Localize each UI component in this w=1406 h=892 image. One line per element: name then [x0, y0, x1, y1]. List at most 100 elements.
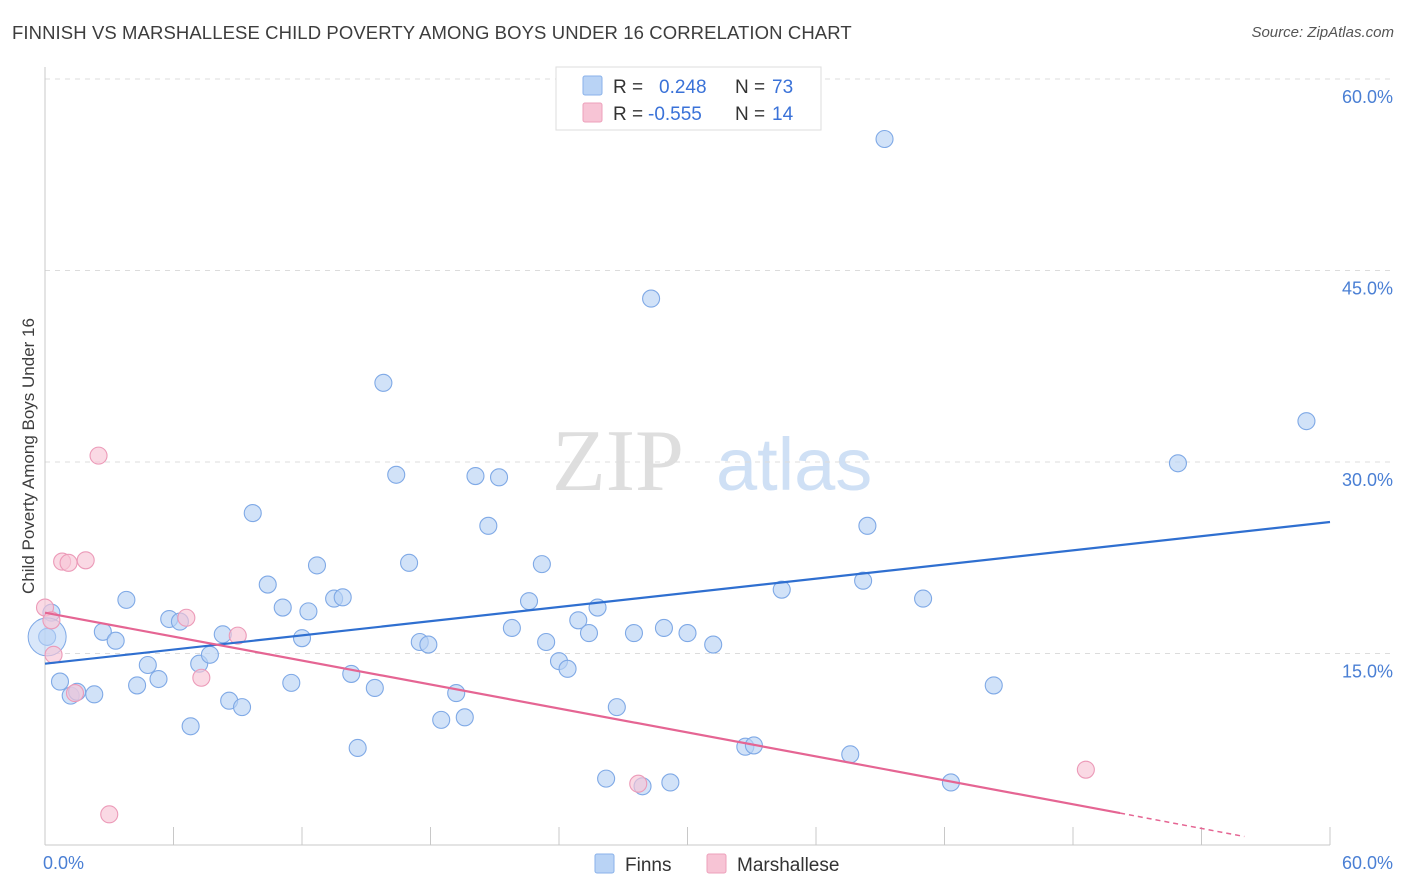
legend-n-value-marshallese: 14	[772, 104, 794, 125]
gridlines	[45, 78, 1392, 654]
marshallese-trend-extension	[1119, 812, 1245, 838]
marshallese-point	[76, 551, 95, 570]
finns-point	[307, 556, 327, 575]
finns-point	[489, 468, 509, 487]
finns-point	[258, 575, 277, 594]
marshallese-point	[192, 668, 211, 687]
bottom-legend-swatch-finns	[594, 853, 615, 874]
finns-point	[232, 698, 252, 717]
x-tick-labels: 0.0% 60.0%	[43, 853, 1393, 873]
marshallese-points	[35, 446, 1095, 824]
finns-point	[532, 555, 551, 574]
finns-point	[607, 698, 626, 717]
legend-n-label-finns: N =	[735, 77, 765, 98]
x-tick-label-max: 60.0%	[1342, 853, 1393, 873]
finns-point	[432, 710, 451, 729]
y-tick-label: 15.0%	[1342, 662, 1393, 682]
legend-n-value-finns: 73	[772, 77, 793, 98]
y-tick-label: 45.0%	[1342, 279, 1393, 299]
finns-point	[858, 516, 877, 535]
finns-point	[374, 373, 393, 392]
finns-point	[243, 504, 262, 523]
finns-point	[181, 717, 200, 736]
legend-r-value-finns: 0.248	[659, 77, 707, 98]
legend-n-label-marshallese: N =	[735, 104, 765, 125]
axes	[44, 67, 1331, 846]
finns-point	[200, 645, 219, 664]
x-tick-label-min: 0.0%	[43, 853, 84, 873]
legend-r-value-marshallese: -0.555	[648, 104, 702, 125]
marshallese-point	[65, 684, 85, 703]
legend-swatch-finns	[582, 75, 603, 96]
finns-point	[455, 708, 474, 727]
finns-point	[466, 466, 485, 486]
marshallese-point	[44, 645, 63, 664]
marshallese-point	[1076, 760, 1095, 779]
watermark-atlas: atlas	[716, 423, 872, 506]
finns-point	[213, 625, 232, 644]
bottom-legend-label-finns: Finns	[625, 855, 671, 876]
finns-point	[984, 676, 1003, 695]
finns-point	[772, 580, 791, 599]
finns-point	[387, 465, 406, 484]
finns-point	[854, 571, 873, 590]
bottom-legend-swatch-marshallese	[706, 853, 727, 874]
finns-point	[400, 553, 419, 572]
watermark: ZIP atlas	[552, 413, 872, 510]
trend-lines	[44, 520, 1331, 838]
marshallese-point	[59, 553, 78, 572]
finns-point	[502, 618, 521, 638]
finns-point	[333, 588, 352, 607]
finns-point	[419, 635, 438, 654]
finns-point	[875, 129, 894, 149]
finns-point	[138, 655, 157, 675]
finns-point	[569, 611, 588, 630]
chart-source: Source: ZipAtlas.com	[1251, 24, 1394, 41]
finns-point	[282, 673, 301, 692]
finns-point	[365, 678, 384, 698]
marshallese-point	[629, 774, 648, 793]
marshallese-point	[228, 626, 247, 645]
marshallese-point	[100, 805, 119, 824]
finns-point	[624, 624, 644, 643]
marshallese-trend-line	[44, 611, 1121, 815]
finns-point	[106, 631, 125, 650]
legend-r-label-finns: R =	[613, 77, 643, 98]
legend: R = 0.248 N = 73 R = -0.555 N = 14	[555, 66, 822, 131]
y-axis-label: Child Poverty Among Boys Under 16	[19, 318, 38, 594]
finns-trend-line	[44, 520, 1331, 665]
finns-point	[642, 289, 661, 308]
y-tick-label: 60.0%	[1342, 87, 1393, 107]
finns-point	[597, 769, 616, 788]
finns-point	[661, 773, 680, 792]
finns-point	[654, 618, 673, 638]
finns-point	[579, 624, 599, 643]
finns-point	[1168, 454, 1187, 473]
finns-point	[841, 745, 860, 764]
finns-point	[273, 598, 292, 617]
finns-point	[149, 669, 168, 689]
finns-point	[678, 624, 697, 643]
finns-point	[299, 602, 318, 621]
finns-point	[50, 672, 70, 691]
bottom-legend-label-marshallese: Marshallese	[737, 855, 839, 876]
finns-point	[519, 592, 539, 611]
finns-point	[537, 632, 556, 652]
chart-title: FINNISH VS MARSHALLESE CHILD POVERTY AMO…	[12, 22, 852, 43]
marshallese-point	[89, 446, 108, 465]
marshallese-point	[42, 611, 61, 630]
legend-r-label-marshallese: R =	[613, 104, 643, 125]
finns-point	[1297, 412, 1316, 431]
legend-swatch-marshallese	[582, 102, 603, 123]
bottom-legend: Finns Marshallese	[594, 853, 839, 876]
finns-point	[558, 659, 577, 678]
y-tick-labels: 15.0% 30.0% 45.0% 60.0%	[1342, 87, 1393, 682]
finns-point	[348, 738, 367, 758]
finns-point	[914, 589, 933, 608]
finns-point	[85, 685, 104, 704]
finns-point	[128, 676, 147, 695]
y-tick-label: 30.0%	[1342, 470, 1393, 490]
finns-point	[117, 590, 136, 609]
finns-point	[704, 635, 723, 654]
